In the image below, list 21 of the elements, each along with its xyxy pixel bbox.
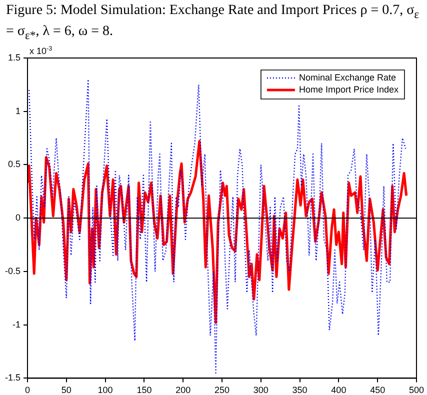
x-tick-label: 50 (61, 384, 72, 395)
y-tick-label: 0 (15, 212, 21, 222)
y-tick-label: 1 (15, 105, 21, 116)
x-tick-label: 300 (253, 384, 268, 395)
y-tick-label: -0.5 (4, 266, 21, 276)
y-tick-label: -1 (12, 318, 21, 329)
x-tick-label: 400 (331, 384, 346, 395)
y-tick-label: 0.5 (8, 158, 21, 169)
x-tick-label: 450 (370, 384, 386, 395)
x-tick-label: 200 (176, 384, 191, 395)
x-tick-label: 350 (292, 384, 308, 395)
y-tick-label: -1.5 (4, 372, 21, 382)
x-tick-label: 500 (408, 384, 424, 395)
x-tick-label: 0 (25, 384, 30, 395)
y-tick-label: 1.5 (8, 52, 21, 62)
x-tick-label: 250 (214, 384, 230, 395)
x-tick-label: 100 (98, 384, 113, 395)
chart-title: Figure 5: Model Simulation: Exchange Rate and Import Prices ρ = 0.7, σ$_{ε}$ = σ$_{ε*}$, λ = 6, ω = 8. (6, 3, 420, 42)
legend-label: Nominal Exchange Rate (298, 72, 396, 82)
x-tick-label: 150 (136, 384, 152, 395)
legend-label: Home Import Price Index (298, 84, 399, 94)
